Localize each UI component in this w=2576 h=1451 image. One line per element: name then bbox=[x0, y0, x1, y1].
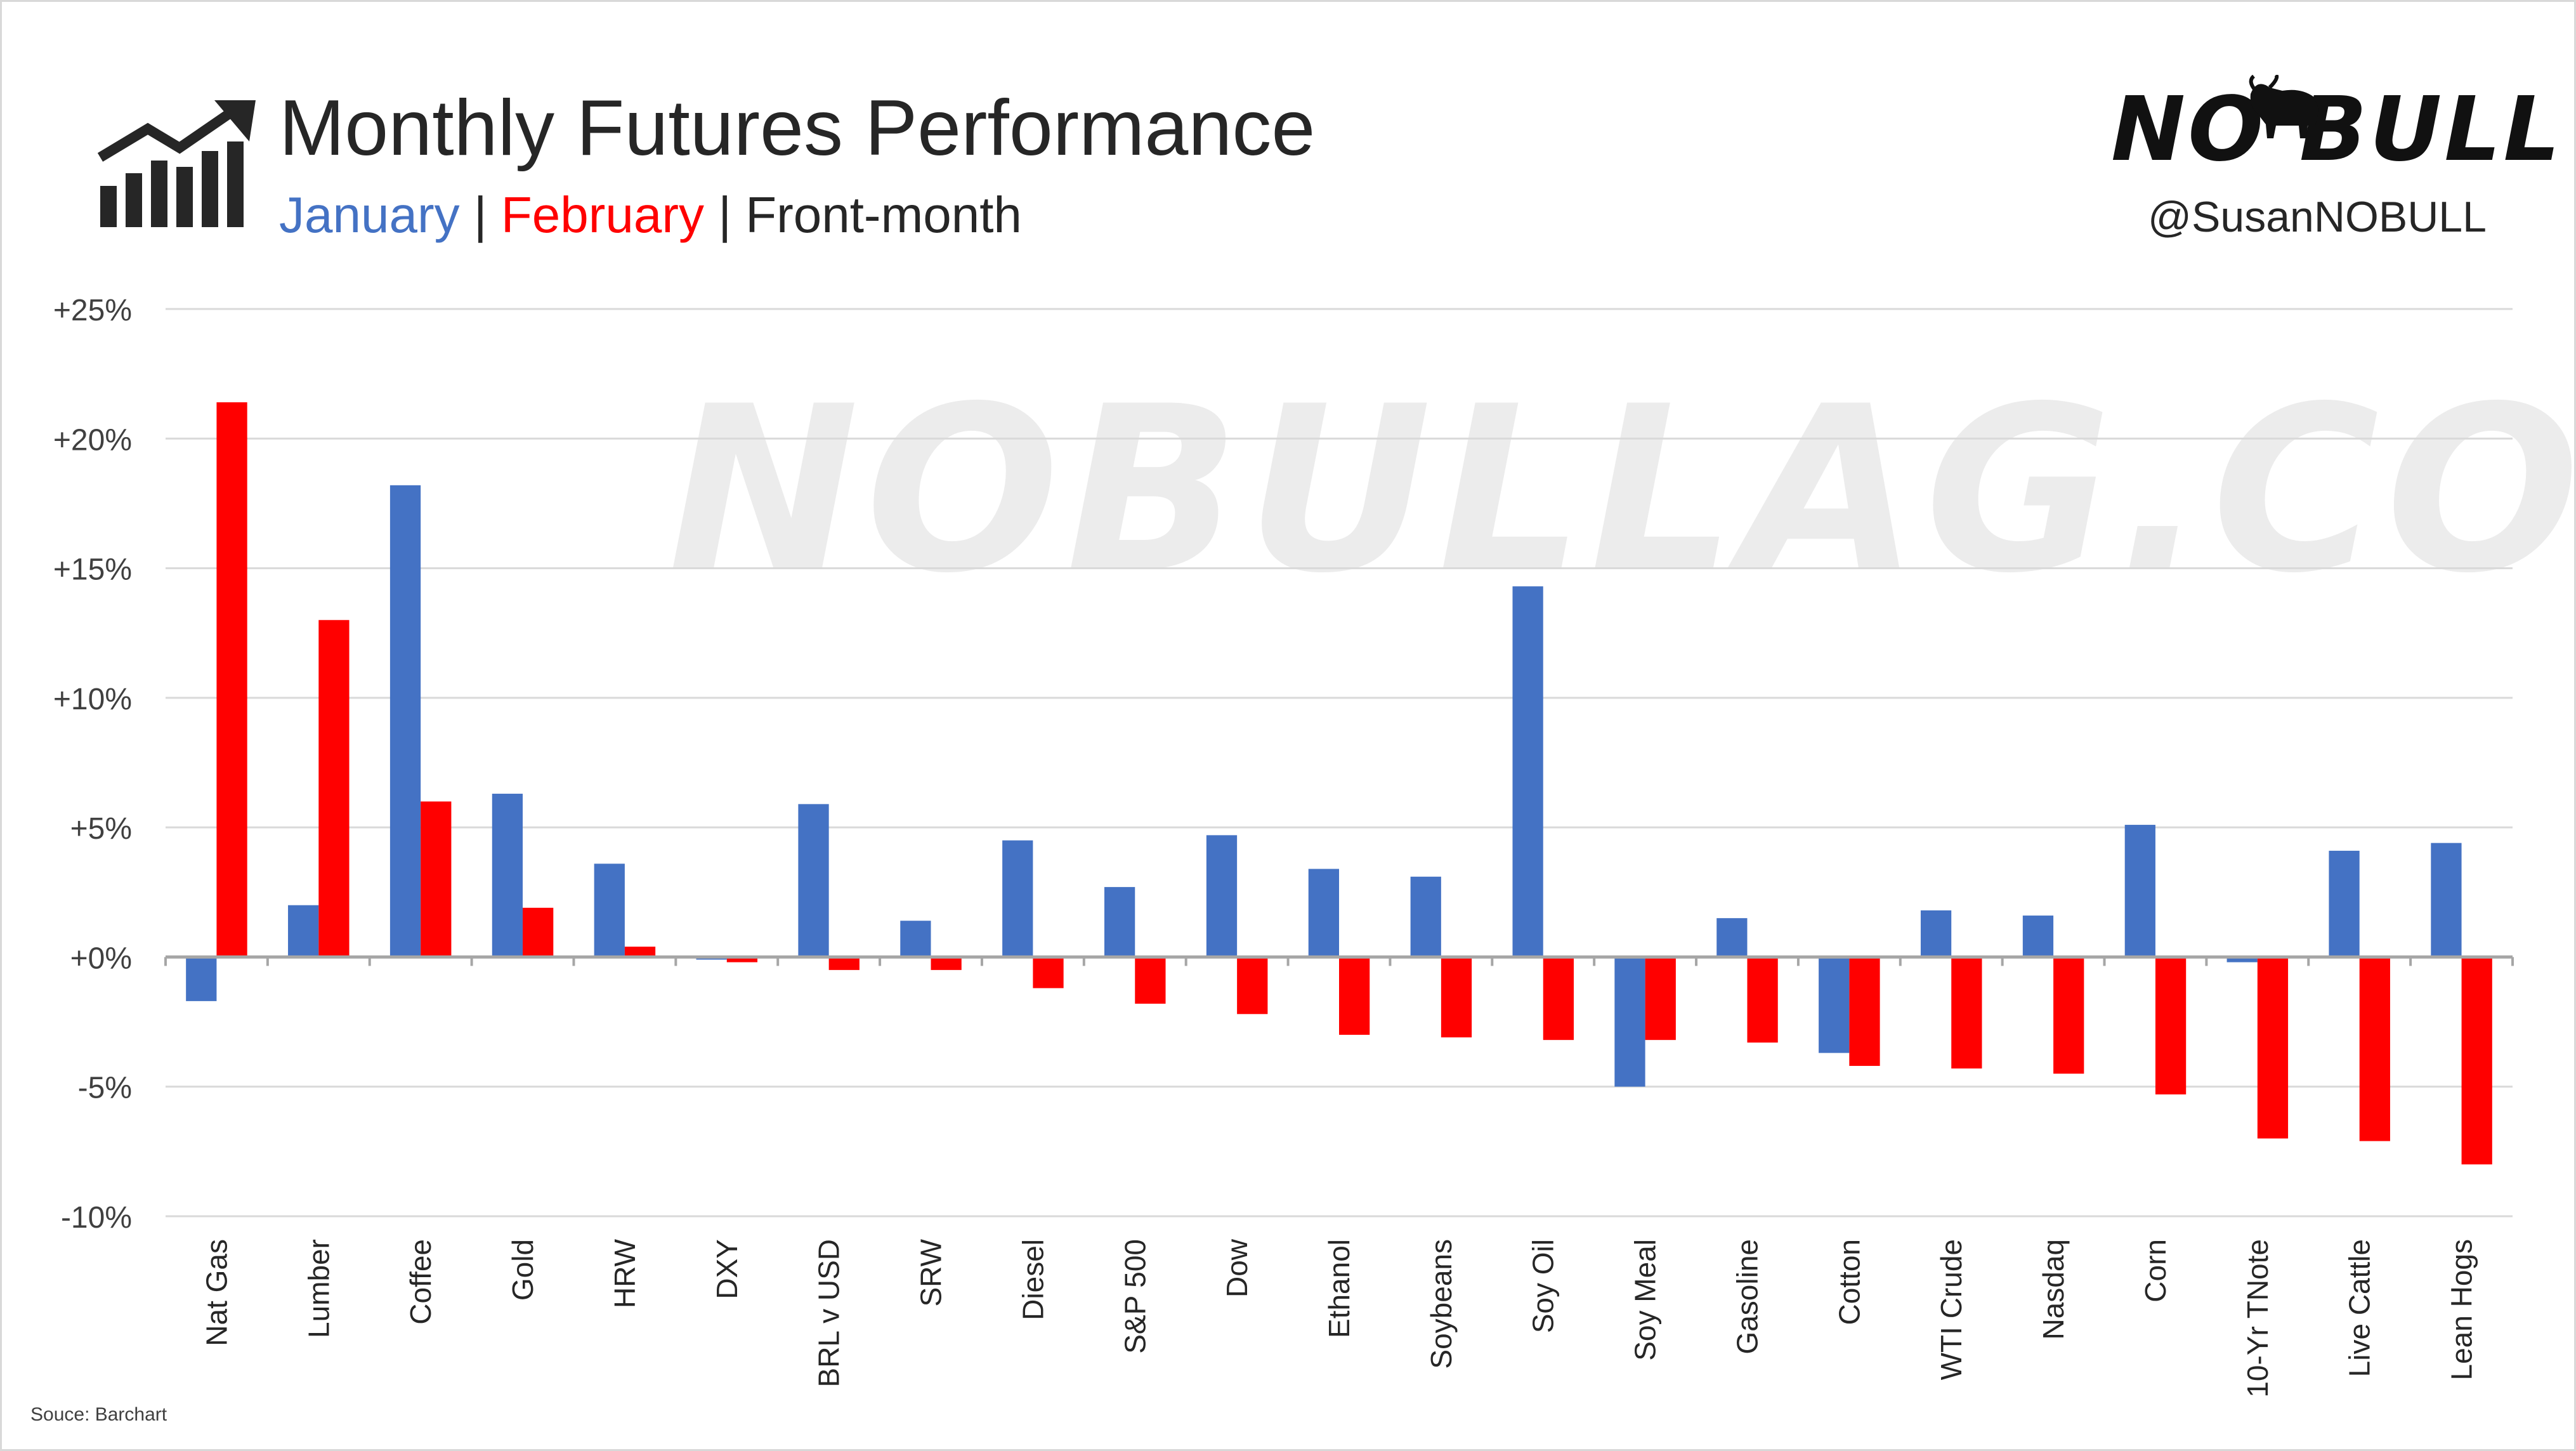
bar-january-nasdaq bbox=[2022, 916, 2054, 957]
chart-title: Monthly Futures Performance bbox=[279, 84, 1316, 172]
bar-february-srw bbox=[931, 957, 962, 970]
bar-january-srw bbox=[900, 921, 931, 957]
bar-february-hrw bbox=[624, 947, 656, 957]
bar-january-coffee bbox=[389, 485, 421, 957]
bar-january-hrw bbox=[594, 863, 625, 957]
x-category-label: WTI Crude bbox=[1935, 1239, 1968, 1380]
bar-january-cotton bbox=[1819, 957, 1850, 1053]
watermark: NOBULLAG.COM bbox=[668, 357, 2576, 623]
twitter-handle: @SusanNOBULL bbox=[2148, 193, 2487, 241]
bar-january-dow bbox=[1206, 835, 1238, 957]
y-tick-label: +25% bbox=[53, 294, 132, 327]
x-category-label: Corn bbox=[2139, 1239, 2172, 1303]
chart-trend-icon bbox=[97, 100, 256, 227]
bar-february-corn bbox=[2155, 957, 2187, 1094]
bar-january-lean-hogs bbox=[2431, 843, 2462, 957]
x-category-label: HRW bbox=[608, 1238, 641, 1308]
bar-february-brl-v-usd bbox=[828, 957, 860, 970]
bar-january-diesel bbox=[1002, 840, 1033, 957]
x-category-label: Live Cattle bbox=[2343, 1239, 2376, 1377]
x-category-label: Cotton bbox=[1833, 1239, 1866, 1325]
x-category-label: Lean Hogs bbox=[2445, 1239, 2478, 1381]
y-tick-label: -10% bbox=[61, 1201, 132, 1235]
y-tick-label: +20% bbox=[53, 423, 132, 457]
x-category-label: DXY bbox=[710, 1239, 743, 1299]
bar-february-lean-hogs bbox=[2461, 957, 2492, 1165]
bar-february-soy-oil bbox=[1543, 957, 1574, 1041]
bar-february-nat-gas bbox=[216, 402, 247, 957]
bar-february-cotton bbox=[1849, 957, 1880, 1067]
source-note: Souce: Barchart bbox=[30, 1404, 167, 1425]
bar-january-s-p-500 bbox=[1104, 887, 1135, 957]
x-category-label: Nat Gas bbox=[200, 1239, 233, 1346]
bar-january-nat-gas bbox=[186, 957, 217, 1001]
bar-february-wti-crude bbox=[1951, 957, 1982, 1069]
y-tick-label: +5% bbox=[70, 812, 132, 846]
x-category-label: BRL v USD bbox=[813, 1239, 846, 1387]
bar-january-wti-crude bbox=[1920, 910, 1952, 957]
brand-logo: NO BULL bbox=[2111, 78, 2563, 181]
x-category-label: SRW bbox=[915, 1238, 948, 1306]
y-tick-label: +10% bbox=[53, 683, 132, 716]
legend-january: January bbox=[279, 187, 460, 243]
bar-january-soy-meal bbox=[1614, 957, 1645, 1087]
bar-january-10-yr-tnote bbox=[2226, 957, 2258, 962]
subtitle-front-month: Front-month bbox=[745, 187, 1022, 243]
bar-february-soy-meal bbox=[1645, 957, 1676, 1041]
x-category-label: Nasdaq bbox=[2037, 1239, 2070, 1340]
chart-subtitle: January | February | Front-month bbox=[279, 186, 1022, 244]
x-category-label: S&P 500 bbox=[1118, 1239, 1151, 1354]
bar-february-gold bbox=[523, 907, 554, 957]
bar-february-ethanol bbox=[1339, 957, 1370, 1035]
subtitle-separator: | bbox=[703, 187, 746, 243]
y-tick-label: -5% bbox=[78, 1072, 132, 1105]
x-category-label: Lumber bbox=[302, 1239, 335, 1338]
bar-february-diesel bbox=[1033, 957, 1064, 988]
y-tick-label: +15% bbox=[53, 553, 132, 587]
x-category-label: Ethanol bbox=[1323, 1239, 1356, 1338]
bull-icon bbox=[2249, 75, 2319, 138]
bar-february-10-yr-tnote bbox=[2257, 957, 2289, 1139]
x-category-label: Soybeans bbox=[1425, 1239, 1458, 1369]
bar-february-dxy bbox=[726, 957, 758, 962]
bar-february-dow bbox=[1237, 957, 1268, 1014]
y-tick-label: +0% bbox=[70, 942, 132, 975]
x-category-label: Dow bbox=[1220, 1238, 1253, 1297]
bar-january-gasoline bbox=[1716, 918, 1748, 957]
bar-january-live-cattle bbox=[2329, 850, 2360, 957]
bar-january-soy-oil bbox=[1512, 586, 1543, 957]
bar-february-coffee bbox=[421, 801, 452, 957]
x-category-label: Gasoline bbox=[1730, 1239, 1763, 1355]
bar-january-corn bbox=[2124, 825, 2155, 957]
bar-february-nasdaq bbox=[2053, 957, 2084, 1074]
bar-january-gold bbox=[492, 794, 523, 957]
x-category-label: Diesel bbox=[1016, 1239, 1049, 1320]
bar-january-ethanol bbox=[1308, 869, 1339, 957]
bar-january-brl-v-usd bbox=[798, 804, 829, 957]
bar-february-soybeans bbox=[1441, 957, 1472, 1038]
bar-january-lumber bbox=[288, 905, 319, 957]
bar-february-gasoline bbox=[1747, 957, 1778, 1043]
bar-february-lumber bbox=[318, 620, 350, 957]
subtitle-separator: | bbox=[459, 187, 501, 243]
legend-february: February bbox=[500, 187, 704, 243]
x-category-label: Soy Oil bbox=[1527, 1239, 1560, 1333]
x-category-label: Coffee bbox=[404, 1239, 437, 1325]
bar-february-live-cattle bbox=[2359, 957, 2390, 1141]
x-category-label: Gold bbox=[506, 1239, 539, 1301]
bar-february-s-p-500 bbox=[1135, 957, 1166, 1004]
bar-january-soybeans bbox=[1410, 876, 1441, 957]
x-category-label: 10-Yr TNote bbox=[2241, 1239, 2274, 1398]
x-category-label: Soy Meal bbox=[1629, 1239, 1662, 1361]
